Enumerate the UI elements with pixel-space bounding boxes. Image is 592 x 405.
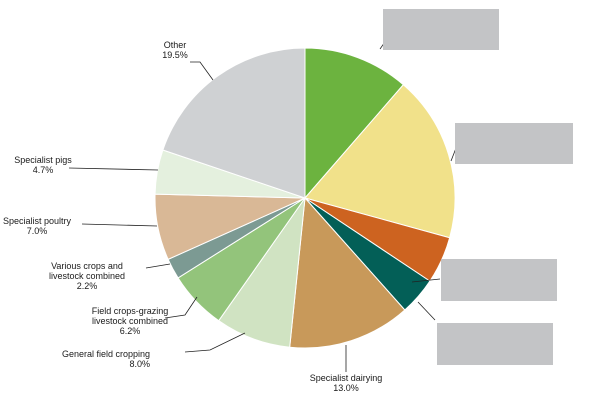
label-general-field-cropping: General field cropping [62, 349, 150, 359]
leader-line-3 [411, 278, 441, 283]
label-specialist-dairying: Specialist dairying [310, 373, 383, 383]
leader-line-other [190, 61, 214, 81]
value-label-various-crops: 2.2% [77, 281, 98, 291]
leader-line-4 [417, 301, 436, 321]
redacted-label-box-3 [441, 259, 557, 301]
leader-line-field-crops-grazing [164, 296, 198, 319]
redacted-label-box-2 [455, 123, 573, 164]
value-label-other: 19.5% [162, 50, 188, 60]
value-label-specialist-poultry: 7.0% [27, 226, 48, 236]
leader-line-pigs [68, 167, 159, 171]
value-label-general-field-cropping: 8.0% [129, 359, 150, 369]
leader-line-various-crops [145, 263, 171, 269]
pie-slice-5 [289, 196, 406, 349]
redacted-label-box-1 [383, 9, 499, 50]
label-specialist-poultry: Specialist poultry [3, 216, 72, 226]
value-label-specialist-dairying: 13.0% [333, 383, 359, 393]
pie-slice-2 [304, 84, 456, 239]
pie-slice-1 [304, 47, 405, 200]
label-various-crops-line-1: Various crops and [51, 261, 123, 271]
leader-line-poultry [81, 223, 158, 227]
redacted-label-box-4 [437, 323, 553, 365]
leader-line-general-field-cropping [184, 332, 246, 353]
label-other: Other [164, 40, 187, 50]
label-field-crops-grazing-line-2: livestock combined [92, 316, 168, 326]
value-label-specialist-pigs: 4.7% [33, 165, 54, 175]
label-field-crops-grazing-line-1: Field crops-grazing [92, 306, 169, 316]
label-various-crops-line-2: livestock combined [49, 271, 125, 281]
label-specialist-pigs: Specialist pigs [14, 155, 72, 165]
pie-slice-11 [162, 47, 306, 199]
value-label-field-crops-grazing: 6.2% [120, 326, 141, 336]
